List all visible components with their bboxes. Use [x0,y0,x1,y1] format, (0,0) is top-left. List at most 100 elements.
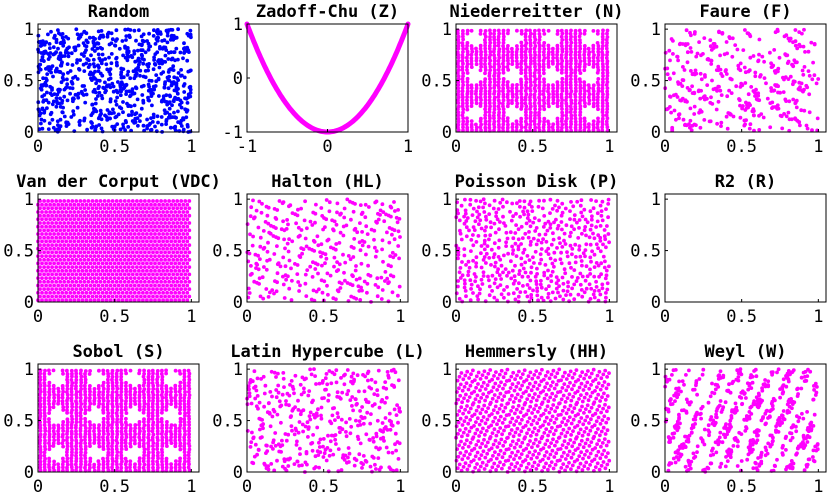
data-point [54,243,59,248]
data-point [464,234,469,239]
data-point [173,36,178,40]
data-point [137,232,141,236]
data-point [385,230,389,235]
data-point [591,231,595,236]
data-point [102,294,107,299]
data-point [578,116,583,121]
data-point [38,257,42,262]
data-point [151,294,155,299]
data-point [527,218,532,223]
data-point [58,57,63,62]
data-point [179,206,184,211]
data-point [159,243,164,248]
data-point [90,111,95,115]
y-tick-label: 1 [651,20,661,40]
data-point [690,72,695,77]
data-point [258,244,263,249]
data-point [54,96,59,100]
data-point [92,44,97,49]
data-point [126,250,131,255]
data-point [161,239,166,244]
data-point [264,267,269,272]
data-point [173,283,178,288]
data-point [159,250,164,255]
data-point [577,68,582,73]
data-point [38,221,42,225]
data-point [342,215,347,220]
data-point [126,265,131,269]
data-point [84,224,89,229]
data-point [579,198,584,203]
data-point [65,408,69,413]
data-point [114,228,119,233]
data-point [522,199,527,204]
data-point [533,229,538,233]
data-point [133,112,137,117]
data-point [807,92,812,97]
data-point [130,257,135,262]
data-point [151,243,155,248]
data-point [775,106,780,111]
data-point [185,108,190,113]
data-point [783,52,788,57]
data-point [80,217,85,222]
data-point [579,210,584,215]
data-point [183,199,188,203]
data-point [88,261,93,266]
data-point [179,272,184,277]
data-point [68,283,73,288]
data-point [320,251,325,256]
data-point [153,290,157,295]
data-point [295,263,300,267]
data-point [139,106,144,111]
data-point [130,250,135,255]
data-point [123,44,127,49]
data-point [803,50,807,54]
data-point [38,206,42,211]
data-point [68,232,73,236]
data-point [70,228,75,233]
data-point [326,292,330,297]
data-point [395,220,400,225]
data-point [64,246,69,251]
data-point [165,217,170,222]
data-point [806,69,811,73]
data-point [128,246,133,251]
data-point [42,371,47,376]
data-point [137,420,142,424]
data-point [332,219,337,224]
data-point [52,254,56,258]
data-point [477,291,482,296]
data-point [108,202,113,207]
panel-zadoff-chu: Zadoff-Chu (Z) -1 0 1-101 [223,2,414,157]
data-point [115,95,119,100]
data-point [119,66,124,71]
data-point [46,206,50,211]
data-point [97,368,101,373]
data-point [474,240,479,244]
data-point [469,89,474,94]
data-point [52,36,56,40]
data-point [509,276,514,281]
data-point [594,279,598,284]
data-point [188,28,193,33]
data-point [116,276,121,280]
data-point [516,237,521,242]
data-point [493,230,498,235]
data-point [92,423,96,428]
data-point [51,125,56,130]
data-point [709,95,713,100]
data-point [159,206,164,211]
data-point [600,107,605,112]
data-point [44,210,48,214]
data-point [130,221,135,225]
data-point [587,235,592,240]
data-point [116,210,121,214]
data-point [799,81,804,86]
data-point [586,46,591,51]
data-point [487,278,491,283]
data-point [87,405,92,409]
data-point [462,247,467,252]
data-point [153,254,157,258]
data-point [120,239,125,244]
